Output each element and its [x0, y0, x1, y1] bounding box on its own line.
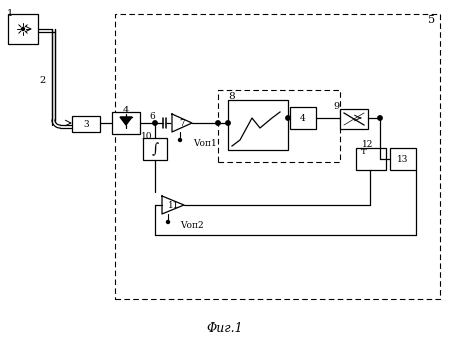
- Bar: [143, 138, 167, 160]
- Text: 10: 10: [141, 132, 153, 141]
- Bar: [390, 148, 416, 170]
- Text: 11: 11: [168, 201, 180, 210]
- Polygon shape: [162, 196, 184, 214]
- Bar: [228, 100, 288, 150]
- Text: Φиг.1: Φиг.1: [207, 322, 243, 335]
- Text: T: T: [361, 148, 367, 156]
- Circle shape: [286, 116, 290, 120]
- Circle shape: [226, 121, 230, 125]
- Text: 4: 4: [123, 105, 129, 115]
- Bar: [218, 90, 340, 162]
- Text: 8: 8: [228, 92, 234, 101]
- Circle shape: [22, 27, 24, 31]
- Text: 9: 9: [333, 102, 339, 110]
- Circle shape: [179, 138, 181, 142]
- Text: 6: 6: [149, 111, 155, 120]
- Circle shape: [378, 116, 382, 120]
- Text: 3: 3: [83, 119, 89, 128]
- Polygon shape: [120, 117, 132, 125]
- Circle shape: [216, 121, 220, 125]
- Bar: [72, 116, 100, 132]
- Bar: [8, 14, 38, 44]
- Text: Vоп1: Vоп1: [193, 138, 217, 147]
- Text: Vоп2: Vоп2: [180, 220, 203, 229]
- Bar: [340, 109, 368, 129]
- Bar: [356, 148, 386, 170]
- Text: 12: 12: [362, 139, 374, 149]
- Text: 1: 1: [7, 8, 13, 17]
- Text: 13: 13: [397, 154, 409, 163]
- Bar: [115, 14, 440, 299]
- Text: 7: 7: [179, 118, 185, 127]
- Text: 2: 2: [40, 76, 46, 85]
- Circle shape: [153, 121, 157, 125]
- Text: 4: 4: [300, 113, 306, 122]
- Bar: [290, 107, 316, 129]
- Bar: [112, 112, 140, 134]
- Text: 5: 5: [428, 15, 436, 25]
- Text: ∫: ∫: [151, 142, 158, 156]
- Circle shape: [166, 220, 170, 223]
- Polygon shape: [172, 114, 192, 132]
